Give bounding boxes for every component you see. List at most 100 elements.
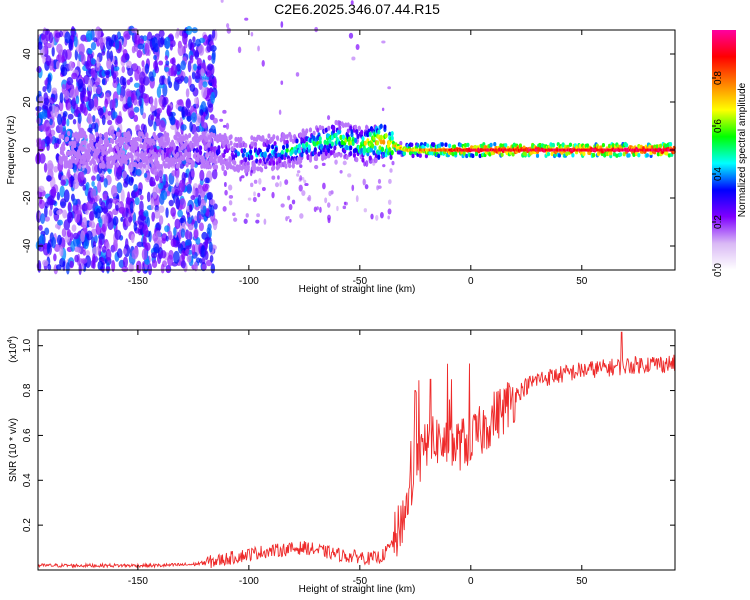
heat-cell bbox=[84, 134, 88, 140]
heat-cell bbox=[125, 144, 129, 150]
heat-cell bbox=[153, 147, 158, 153]
heat-cell bbox=[193, 228, 199, 240]
heat-cell bbox=[382, 164, 386, 168]
heat-cell bbox=[164, 36, 171, 50]
heat-cell bbox=[141, 248, 148, 261]
heat-cell bbox=[288, 158, 292, 164]
heat-cell bbox=[44, 136, 51, 145]
heat-cell bbox=[411, 153, 415, 159]
heat-cell bbox=[133, 183, 138, 192]
heat-cell bbox=[135, 124, 141, 131]
heat-cell bbox=[209, 114, 215, 121]
heat-cell bbox=[74, 131, 78, 137]
heat-cell bbox=[219, 118, 224, 122]
heat-cell bbox=[69, 88, 76, 99]
heat-cell bbox=[129, 76, 133, 83]
heat-cell bbox=[225, 122, 230, 130]
heat-cell bbox=[328, 138, 332, 144]
heat-cell bbox=[73, 142, 77, 149]
x-tick-label: -50 bbox=[353, 276, 368, 287]
heat-cell bbox=[430, 151, 435, 156]
heat-cell bbox=[222, 109, 227, 114]
heat-cell bbox=[154, 97, 158, 110]
heat-cell bbox=[175, 145, 179, 151]
snr-frame bbox=[37, 329, 676, 571]
heat-cell bbox=[172, 161, 176, 167]
heat-cell bbox=[252, 196, 257, 203]
heat-cell bbox=[140, 85, 144, 99]
heat-cell bbox=[361, 136, 365, 142]
heat-cell bbox=[47, 195, 55, 206]
heat-cell bbox=[659, 143, 663, 149]
heat-cell bbox=[119, 95, 124, 102]
heat-cell bbox=[124, 159, 128, 165]
y-tick-label: 20 bbox=[22, 96, 33, 108]
heat-cell bbox=[72, 198, 78, 206]
heat-cell bbox=[158, 148, 162, 154]
heat-cell bbox=[150, 115, 155, 121]
heat-cell bbox=[233, 142, 237, 148]
heat-cell bbox=[184, 248, 190, 255]
heat-cell bbox=[96, 158, 100, 164]
heat-cell bbox=[92, 253, 96, 265]
heat-cell bbox=[318, 136, 322, 142]
heat-cell bbox=[59, 246, 64, 257]
heat-cell bbox=[261, 187, 266, 192]
heat-cell bbox=[365, 160, 369, 168]
heat-cell bbox=[180, 60, 186, 71]
heat-cell bbox=[413, 150, 418, 156]
heat-cell bbox=[128, 176, 134, 186]
heat-cell bbox=[40, 33, 46, 41]
heat-cell bbox=[612, 152, 617, 157]
heat-cell bbox=[44, 205, 48, 218]
heat-cell bbox=[178, 146, 182, 153]
heat-cell bbox=[87, 115, 93, 125]
heat-cell bbox=[432, 142, 436, 147]
heat-cell bbox=[129, 201, 134, 214]
heat-cell bbox=[327, 214, 331, 221]
heat-cell bbox=[209, 254, 214, 263]
heat-cell bbox=[557, 153, 562, 158]
heat-cell bbox=[275, 135, 280, 141]
heat-cell bbox=[184, 140, 188, 146]
heat-cell bbox=[107, 119, 113, 126]
heat-cell bbox=[142, 112, 147, 120]
heat-cell bbox=[164, 163, 168, 169]
heat-cell bbox=[217, 149, 221, 155]
heat-cell bbox=[324, 127, 328, 133]
heat-cell bbox=[234, 152, 238, 158]
heat-cell bbox=[239, 136, 243, 143]
heat-cell bbox=[222, 159, 226, 165]
heat-cell bbox=[416, 142, 420, 148]
heat-cell bbox=[77, 78, 84, 89]
heat-cell bbox=[380, 146, 385, 152]
heat-cell bbox=[280, 149, 284, 156]
heat-cell bbox=[166, 105, 171, 117]
heat-cell bbox=[238, 164, 242, 170]
heat-cell bbox=[103, 214, 109, 227]
heat-cell bbox=[206, 160, 210, 166]
heat-cell bbox=[54, 243, 61, 253]
heat-cell bbox=[371, 143, 375, 149]
heat-cell bbox=[122, 170, 128, 179]
heat-cell bbox=[561, 142, 565, 147]
heat-cell bbox=[179, 135, 183, 141]
heat-cell bbox=[194, 71, 201, 80]
heat-cell bbox=[171, 187, 175, 194]
heat-cell bbox=[102, 193, 108, 201]
heat-cell bbox=[211, 158, 215, 164]
heat-cell bbox=[160, 250, 167, 259]
heat-cell bbox=[391, 160, 395, 166]
heat-cell bbox=[244, 168, 248, 174]
heat-cell bbox=[132, 212, 137, 224]
heat-cell bbox=[58, 133, 62, 140]
heat-cell bbox=[153, 54, 157, 61]
heat-cell bbox=[130, 154, 134, 160]
heat-cell bbox=[397, 150, 402, 155]
heat-cell bbox=[62, 141, 66, 147]
heat-cell bbox=[277, 175, 280, 180]
spectrogram-x-label: Height of straight line (km) bbox=[299, 284, 416, 295]
heat-cell bbox=[149, 96, 154, 107]
heat-cell bbox=[104, 135, 109, 141]
